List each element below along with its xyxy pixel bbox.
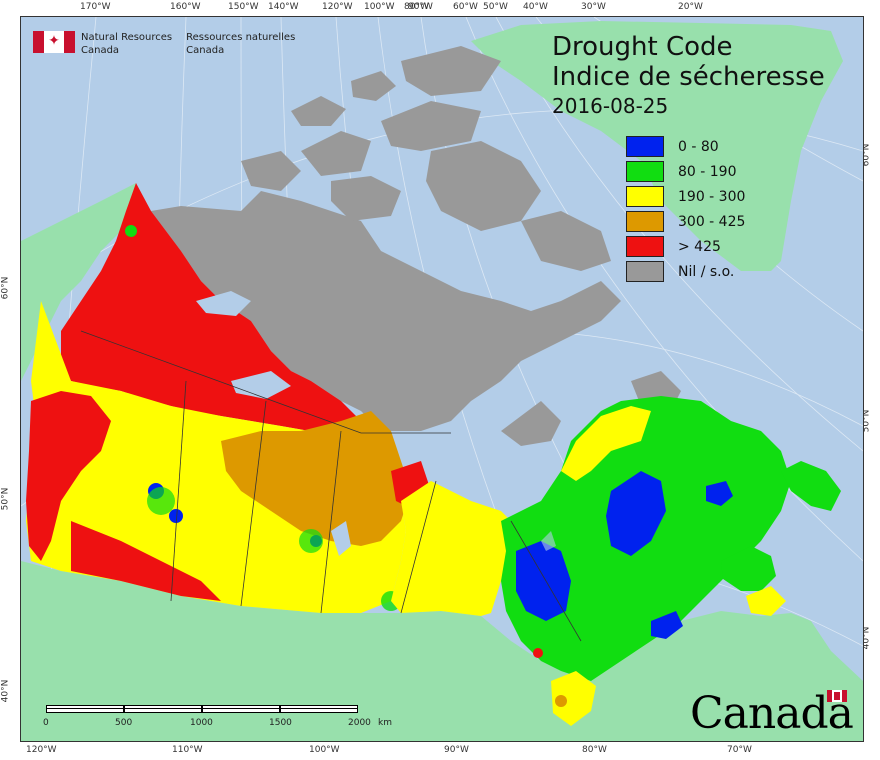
map-canvas [20, 16, 864, 742]
top-lon-label: 120°W [322, 2, 353, 12]
top-lon-label: 40°W [523, 2, 548, 12]
scale-unit: km [378, 718, 392, 728]
bottom-lon-label: 100°W [309, 745, 340, 755]
legend-item: 190 - 300 [626, 184, 745, 209]
agency-signature: ✦ Natural Resources Canada Ressources na… [33, 31, 309, 57]
drought-red-spot [533, 648, 543, 658]
legend-item: 300 - 425 [626, 209, 745, 234]
left-lat-label: 40°N [0, 679, 11, 703]
legend-swatch [626, 236, 664, 257]
scale-tick: 1000 [190, 718, 213, 728]
drought-yellow-quebec-north [561, 406, 651, 481]
top-lon-label: 80°W [404, 2, 429, 12]
legend-swatch [626, 186, 664, 207]
top-lon-label: 30°W [581, 2, 606, 12]
drought-green-newfoundland [781, 461, 841, 511]
left-lat-label: 50°N [0, 487, 11, 511]
drought-red-bc-south [71, 521, 221, 601]
map-svg [21, 17, 863, 741]
drought-blue-quebec-south [651, 611, 683, 639]
legend-item: 0 - 80 [626, 134, 745, 159]
legend-item: 80 - 190 [626, 159, 745, 184]
usa-land [21, 561, 863, 741]
scale-tick: 500 [115, 718, 133, 728]
top-lon-label: 50°W [483, 2, 508, 12]
map-title: Drought Code Indice de sécheresse 2016-0… [552, 32, 825, 120]
legend-swatch [626, 161, 664, 182]
left-lat-label: 60°N [0, 276, 11, 300]
drought-orange-prairies [221, 411, 411, 546]
top-lon-label: 150°W [228, 2, 259, 12]
canada-wordmark: Canada [690, 688, 854, 739]
legend-label: Nil / s.o. [678, 263, 735, 280]
scale-tick: 0 [43, 718, 49, 728]
drought-yellow-ontario [391, 481, 521, 616]
legend-swatch [626, 211, 664, 232]
title-fr: Indice de sécheresse [552, 62, 825, 92]
legend: 0 - 80 80 - 190 190 - 300 300 - 425 > 42… [626, 134, 745, 284]
province-borders [80, 330, 582, 642]
bottom-lon-label: 90°W [444, 745, 469, 755]
map-date: 2016-08-25 [552, 94, 669, 118]
legend-label: 190 - 300 [678, 188, 746, 205]
scale-bar [46, 705, 358, 715]
bottom-lon-label: 110°W [172, 745, 203, 755]
scale-tick: 1500 [269, 718, 292, 728]
arctic-nil-region [151, 46, 681, 446]
top-lon-label: 140°W [268, 2, 299, 12]
canada-flag-icon: ✦ [33, 31, 75, 53]
agency-name-fr: Ressources naturelles Canada [186, 32, 296, 56]
bottom-lon-label: 80°W [582, 745, 607, 755]
alaska-land [21, 183, 139, 381]
legend-item: > 425 [626, 234, 745, 259]
legend-label: > 425 [678, 238, 721, 255]
drought-orange-spot [555, 695, 567, 707]
drought-yellow-south-ontario [551, 671, 596, 726]
bottom-lon-label: 70°W [727, 745, 752, 755]
drought-blue-quebec [606, 471, 666, 556]
drought-yellow-ns [746, 586, 786, 616]
legend-label: 80 - 190 [678, 163, 737, 180]
top-lon-label: 170°W [80, 2, 111, 12]
top-lon-label: 60°W [453, 2, 478, 12]
wordmark-flag-icon [827, 690, 847, 702]
title-en: Drought Code [552, 32, 733, 62]
legend-label: 300 - 425 [678, 213, 746, 230]
top-lon-label: 20°W [678, 2, 703, 12]
lakes [196, 291, 556, 556]
top-lon-label: 100°W [364, 2, 395, 12]
agency-name-en: Natural Resources Canada [81, 32, 173, 56]
legend-label: 0 - 80 [678, 138, 719, 155]
drought-green-maritimes [721, 546, 776, 591]
drought-blue-quebec-east [706, 481, 733, 506]
scale-tick: 2000 [348, 718, 371, 728]
legend-item: Nil / s.o. [626, 259, 745, 284]
top-lon-label: 160°W [170, 2, 201, 12]
legend-swatch [626, 136, 664, 157]
bottom-lon-label: 120°W [26, 745, 57, 755]
top-lon-label: 90°W [408, 2, 433, 12]
legend-swatch [626, 261, 664, 282]
drought-red-bc [26, 391, 111, 561]
